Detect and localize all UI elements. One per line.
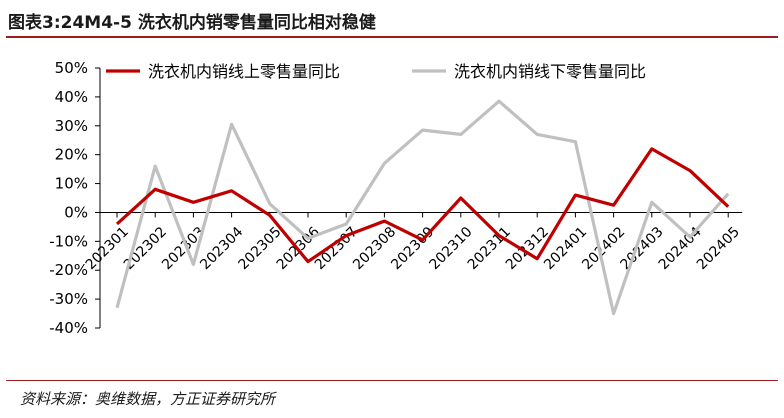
y-tick-label: -30% — [49, 290, 88, 308]
y-tick-label: 50% — [55, 59, 88, 77]
y-tick-label: 40% — [55, 88, 88, 106]
title-divider — [6, 36, 778, 38]
y-tick-label: 30% — [55, 117, 88, 135]
legend: 洗衣机内销线上零售量同比 洗衣机内销线下零售量同比 — [106, 62, 646, 81]
series-lines — [115, 99, 730, 316]
y-tick-label: 20% — [55, 146, 88, 164]
source-divider — [6, 380, 778, 381]
x-tick-label: 202405 — [694, 224, 743, 273]
y-tick-label: -20% — [49, 261, 88, 279]
chart-title: 图表3:24M4-5 洗衣机内销零售量同比相对稳健 — [8, 13, 376, 33]
y-tick-label: -10% — [49, 232, 88, 250]
y-axis: 50% 40% 30% 20% 10% 0% -10% -20% -30% -40% — [49, 59, 101, 337]
y-tick-label: 10% — [55, 175, 88, 193]
y-tick-label: 0% — [64, 203, 88, 221]
legend-label-2: 洗衣机内销线下零售量同比 — [454, 62, 646, 81]
y-tick-label: -40% — [49, 319, 88, 337]
series-line-2 — [115, 99, 730, 316]
source-note: 资料来源：奥维数据，方正证券研究所 — [20, 390, 276, 408]
legend-label-1: 洗衣机内销线上零售量同比 — [148, 62, 340, 81]
